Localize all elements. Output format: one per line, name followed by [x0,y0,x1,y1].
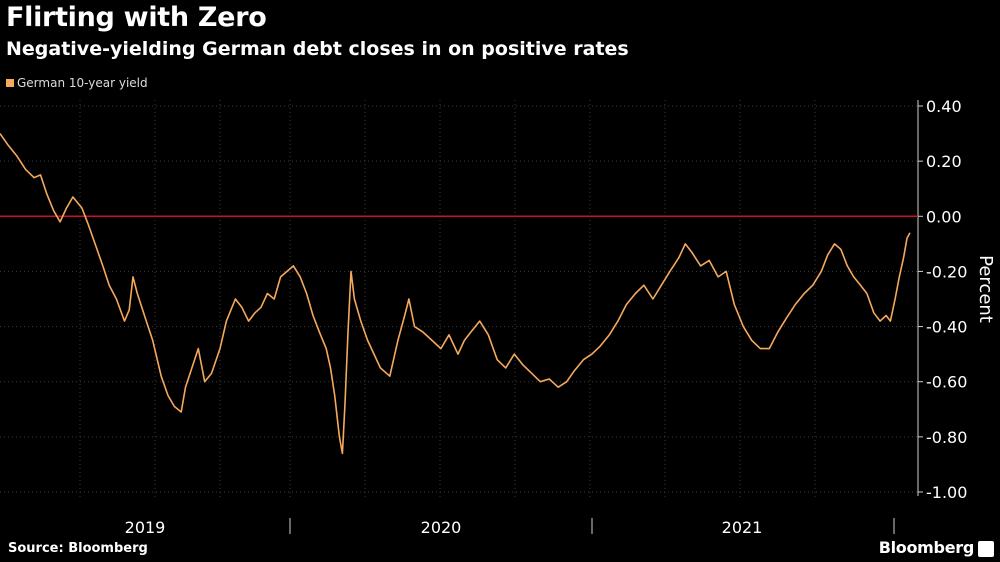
series-line-german-10-year-yield [0,133,911,455]
source-note: Source: Bloomberg [8,541,148,556]
y-tick-label: 0.20 [926,152,962,171]
y-tick-label: 0.40 [926,97,962,116]
legend-swatch [6,79,14,87]
chart-title: Flirting with Zero [6,2,267,33]
y-tick-label: -0.80 [926,428,967,447]
y-tick-label: -1.00 [926,483,967,502]
brand-logo-text: Bloomberg [878,538,975,557]
x-tick-label: 2020 [421,518,462,537]
x-tick-label: 2021 [722,518,763,537]
bloomberg-chart-icon [978,541,994,557]
y-tick-label: 0.00 [926,207,962,226]
y-tick-label: -0.40 [926,318,967,337]
y-axis-label: Percent [975,255,996,323]
legend: German 10-year yield [6,76,148,90]
y-tick-label: -0.20 [926,262,967,281]
chart-subtitle: Negative-yielding German debt closes in … [6,38,629,60]
y-tick-label: -0.60 [926,373,967,392]
legend-label: German 10-year yield [17,76,148,90]
x-tick-label: 2019 [125,518,166,537]
